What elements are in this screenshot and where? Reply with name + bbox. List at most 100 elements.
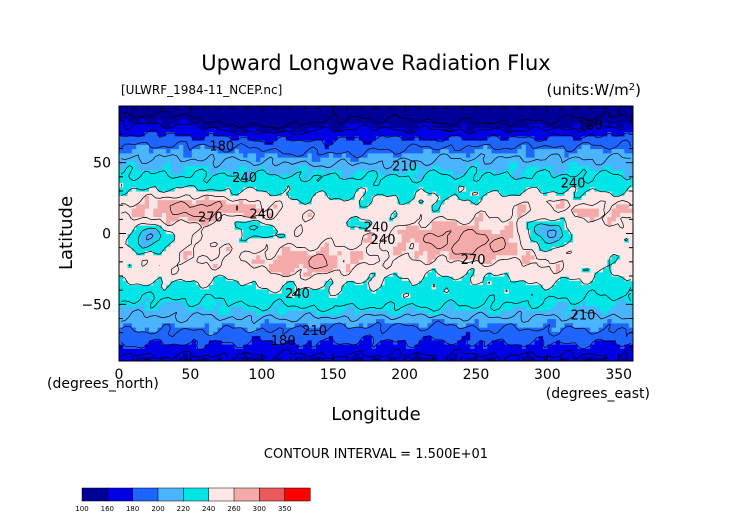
heat-cell — [547, 203, 553, 209]
heat-cell — [423, 348, 428, 354]
heat-cell — [243, 310, 249, 315]
heat-cell — [384, 331, 390, 337]
heat-cell — [311, 186, 317, 192]
heat-cell — [346, 242, 351, 247]
heat-cell — [166, 280, 171, 286]
heat-cell — [350, 254, 356, 260]
heat-cell — [491, 322, 497, 328]
heat-cell — [324, 242, 330, 247]
heat-cell — [294, 182, 300, 188]
heat-cell — [431, 182, 437, 188]
heat-cell — [393, 280, 399, 286]
heat-cell — [470, 233, 476, 239]
heat-cell — [174, 301, 180, 307]
heat-cell — [508, 322, 514, 328]
heat-cell — [367, 280, 373, 286]
heat-cell — [547, 344, 553, 349]
heat-cell — [598, 280, 604, 286]
heat-cell — [320, 225, 326, 230]
heat-cell — [560, 229, 566, 235]
heat-cell — [136, 259, 142, 264]
heat-cell — [628, 280, 633, 286]
heat-cell — [226, 246, 231, 252]
heat-cell — [127, 246, 133, 252]
heat-cell — [483, 246, 488, 252]
heat-cell — [410, 280, 416, 286]
heat-cell — [418, 322, 424, 328]
heat-cell — [594, 344, 600, 349]
heat-cell — [397, 259, 403, 264]
heat-cell — [226, 229, 231, 235]
heat-cell — [560, 216, 566, 222]
heat-cell — [217, 237, 223, 243]
heat-cell — [350, 220, 356, 226]
heat-cell — [423, 263, 428, 269]
heat-cell — [166, 246, 171, 252]
heat-cell — [140, 322, 146, 328]
heat-cell — [204, 208, 210, 213]
heat-cell — [294, 212, 300, 218]
heat-cell — [367, 182, 373, 188]
heat-cell — [350, 335, 356, 341]
heat-cell — [243, 229, 249, 235]
heat-cell — [405, 229, 411, 235]
heat-cell — [294, 263, 300, 269]
heat-cell — [316, 191, 321, 196]
heat-cell — [234, 246, 240, 252]
heat-cell — [187, 186, 193, 192]
heat-cell — [521, 310, 527, 315]
heat-cell — [354, 229, 360, 235]
heat-cell — [273, 267, 279, 273]
heat-cell — [191, 335, 197, 341]
heat-cell — [431, 195, 437, 201]
heat-cell — [196, 208, 201, 213]
heat-cell — [208, 203, 214, 209]
heat-cell — [483, 335, 488, 341]
heat-cell — [208, 250, 214, 256]
heat-cell — [191, 259, 197, 264]
heat-cell — [187, 322, 193, 328]
heat-cell — [513, 284, 518, 290]
heat-cell — [328, 344, 334, 349]
heat-cell — [376, 310, 381, 315]
heat-cell — [581, 293, 587, 298]
heat-cell — [221, 263, 227, 269]
heat-cell — [388, 288, 394, 294]
heat-cell — [324, 331, 330, 337]
heat-cell — [277, 199, 283, 205]
heat-cell — [350, 191, 356, 196]
heat-cell — [247, 186, 253, 192]
heat-cell — [350, 186, 356, 192]
heat-cell — [405, 263, 411, 269]
heat-cell — [238, 195, 244, 201]
heat-cell — [590, 250, 596, 256]
heat-cell — [521, 280, 527, 286]
heat-cell — [196, 225, 201, 230]
heat-cell — [457, 216, 463, 222]
heat-cell — [337, 297, 343, 303]
heat-cell — [354, 331, 360, 337]
heat-cell — [277, 352, 283, 358]
heat-cell — [260, 327, 266, 332]
heat-cell — [521, 331, 527, 337]
heat-cell — [405, 242, 411, 247]
heat-cell — [423, 310, 428, 315]
heat-cell — [465, 276, 471, 281]
heat-cell — [457, 314, 463, 320]
heat-cell — [157, 322, 163, 328]
heat-cell — [573, 242, 578, 247]
heat-cell — [401, 242, 407, 247]
heat-cell — [530, 335, 536, 341]
heat-cell — [573, 212, 578, 218]
heat-cell — [148, 352, 154, 358]
heat-cell — [290, 195, 296, 201]
heat-cell — [371, 339, 377, 345]
heat-cell — [594, 254, 600, 260]
heat-cell — [551, 203, 557, 209]
heat-cell — [221, 352, 227, 358]
heat-cell — [573, 263, 578, 269]
heat-cell — [311, 322, 317, 328]
heat-cell — [208, 233, 214, 239]
heat-cell — [573, 314, 578, 320]
heat-cell — [286, 276, 291, 281]
